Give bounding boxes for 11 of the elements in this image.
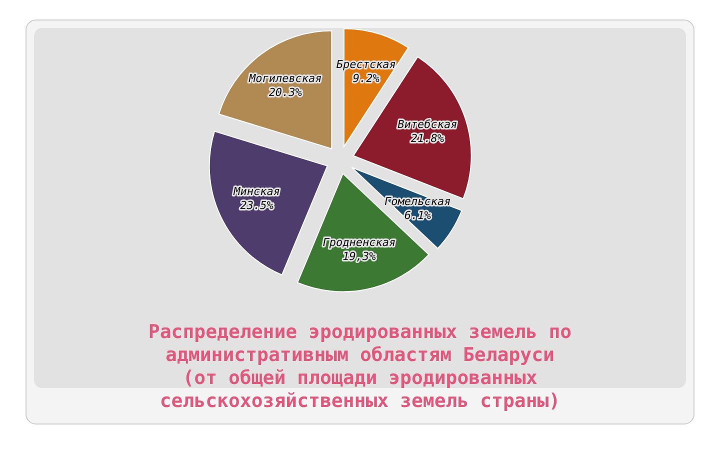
slice-label: Могилевская bbox=[248, 72, 322, 86]
data-label: 20.3% bbox=[268, 86, 302, 100]
data-label: 6.1% bbox=[404, 209, 432, 222]
slice-label: Витебская bbox=[398, 118, 458, 131]
data-label: 21.8% bbox=[410, 132, 444, 145]
data-label: 9.2% bbox=[352, 72, 380, 85]
text: Распределение эродированных земель по административным областям Беларуси (от общей площади эродированных сельскохозяйственных земель страны) bbox=[148, 321, 572, 412]
slice-label: Минская bbox=[232, 185, 280, 198]
data-label: 19,3% bbox=[342, 250, 376, 263]
slice-label: Гродненская bbox=[322, 236, 396, 249]
data-label: 23.5% bbox=[240, 199, 274, 212]
